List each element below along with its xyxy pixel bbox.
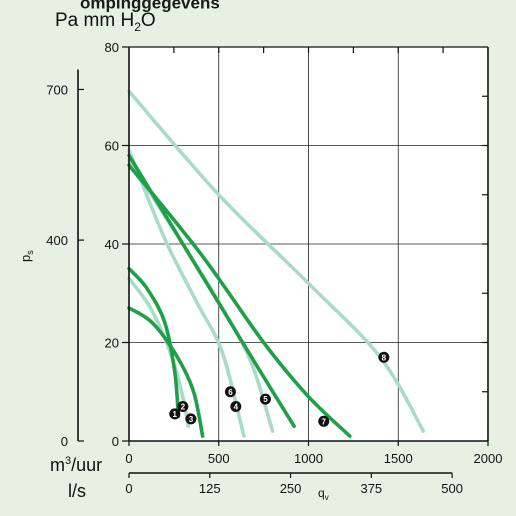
pa-tick-label: 0 xyxy=(61,434,68,449)
curve-label-text: 7 xyxy=(322,417,327,426)
curve-7 xyxy=(127,163,352,438)
curve-1 xyxy=(127,266,181,419)
x-tick-label-ls: 500 xyxy=(441,481,463,496)
curve-label-marker xyxy=(259,393,271,405)
curve-label-text: 2 xyxy=(181,403,186,412)
curve-label-text: 4 xyxy=(234,403,239,412)
curve-label-marker xyxy=(177,401,189,413)
x-tick-label-m3h: 1500 xyxy=(384,451,413,466)
curve-label-6: 6 xyxy=(224,386,236,398)
pa-tick-label: 700 xyxy=(46,82,68,97)
fan-curves xyxy=(127,89,426,438)
curve-label-marker xyxy=(230,401,242,413)
m3h-unit-label: m3/uur xyxy=(50,455,102,475)
x-tick-label-ls: 0 xyxy=(125,481,132,496)
curve-label-marker xyxy=(169,408,181,420)
curve-label-3: 3 xyxy=(185,413,197,425)
curve-3 xyxy=(127,306,205,438)
curve-label-5: 5 xyxy=(259,393,271,405)
curve-labels: 123 4 5 6 7 8 xyxy=(169,351,390,427)
curve-label-text: 1 xyxy=(173,410,178,419)
x-tick-label-m3h: 0 xyxy=(125,451,132,466)
x-axis-title: qv xyxy=(318,486,329,502)
pa-tick-label: 400 xyxy=(46,233,68,248)
x-tick-label-m3h: 1000 xyxy=(294,451,323,466)
curve-label-marker xyxy=(185,413,197,425)
curve-label-1: 1 xyxy=(169,408,181,420)
header-title-fragment: ompinggegevens xyxy=(80,0,220,12)
y-tick-label: 40 xyxy=(105,237,119,252)
curve-label-text: 5 xyxy=(263,395,268,404)
y-tick-label: 80 xyxy=(105,40,119,55)
y-tick-label: 0 xyxy=(112,434,119,449)
curve-label-marker xyxy=(318,415,330,427)
curve-label-2: 2 xyxy=(177,401,189,413)
grid-lines xyxy=(129,47,488,441)
curve-label-text: 6 xyxy=(228,388,233,397)
curve-label-marker xyxy=(378,351,390,363)
x-tick-label-m3h: 500 xyxy=(208,451,230,466)
x-tick-label-m3h: 2000 xyxy=(474,451,503,466)
curve-label-marker xyxy=(224,386,236,398)
y-axis-title: ps xyxy=(18,250,35,262)
curve-8 xyxy=(127,89,426,433)
curve-label-4: 4 xyxy=(230,401,242,413)
y-tick-label: 60 xyxy=(105,139,119,154)
curve-label-7: 7 xyxy=(318,415,330,427)
curve-label-text: 8 xyxy=(382,353,387,362)
x-tick-label-ls: 250 xyxy=(280,481,302,496)
curve-4 xyxy=(127,148,246,438)
y-tick-label: 20 xyxy=(105,336,119,351)
pressure-unit-label: Pa mm H2O xyxy=(55,10,156,34)
x-tick-label-ls: 375 xyxy=(360,481,382,496)
ls-unit-label: l/s xyxy=(68,481,86,501)
curve-label-8: 8 xyxy=(378,351,390,363)
x-tick-label-ls: 125 xyxy=(199,481,221,496)
curve-label-text: 3 xyxy=(189,415,194,424)
